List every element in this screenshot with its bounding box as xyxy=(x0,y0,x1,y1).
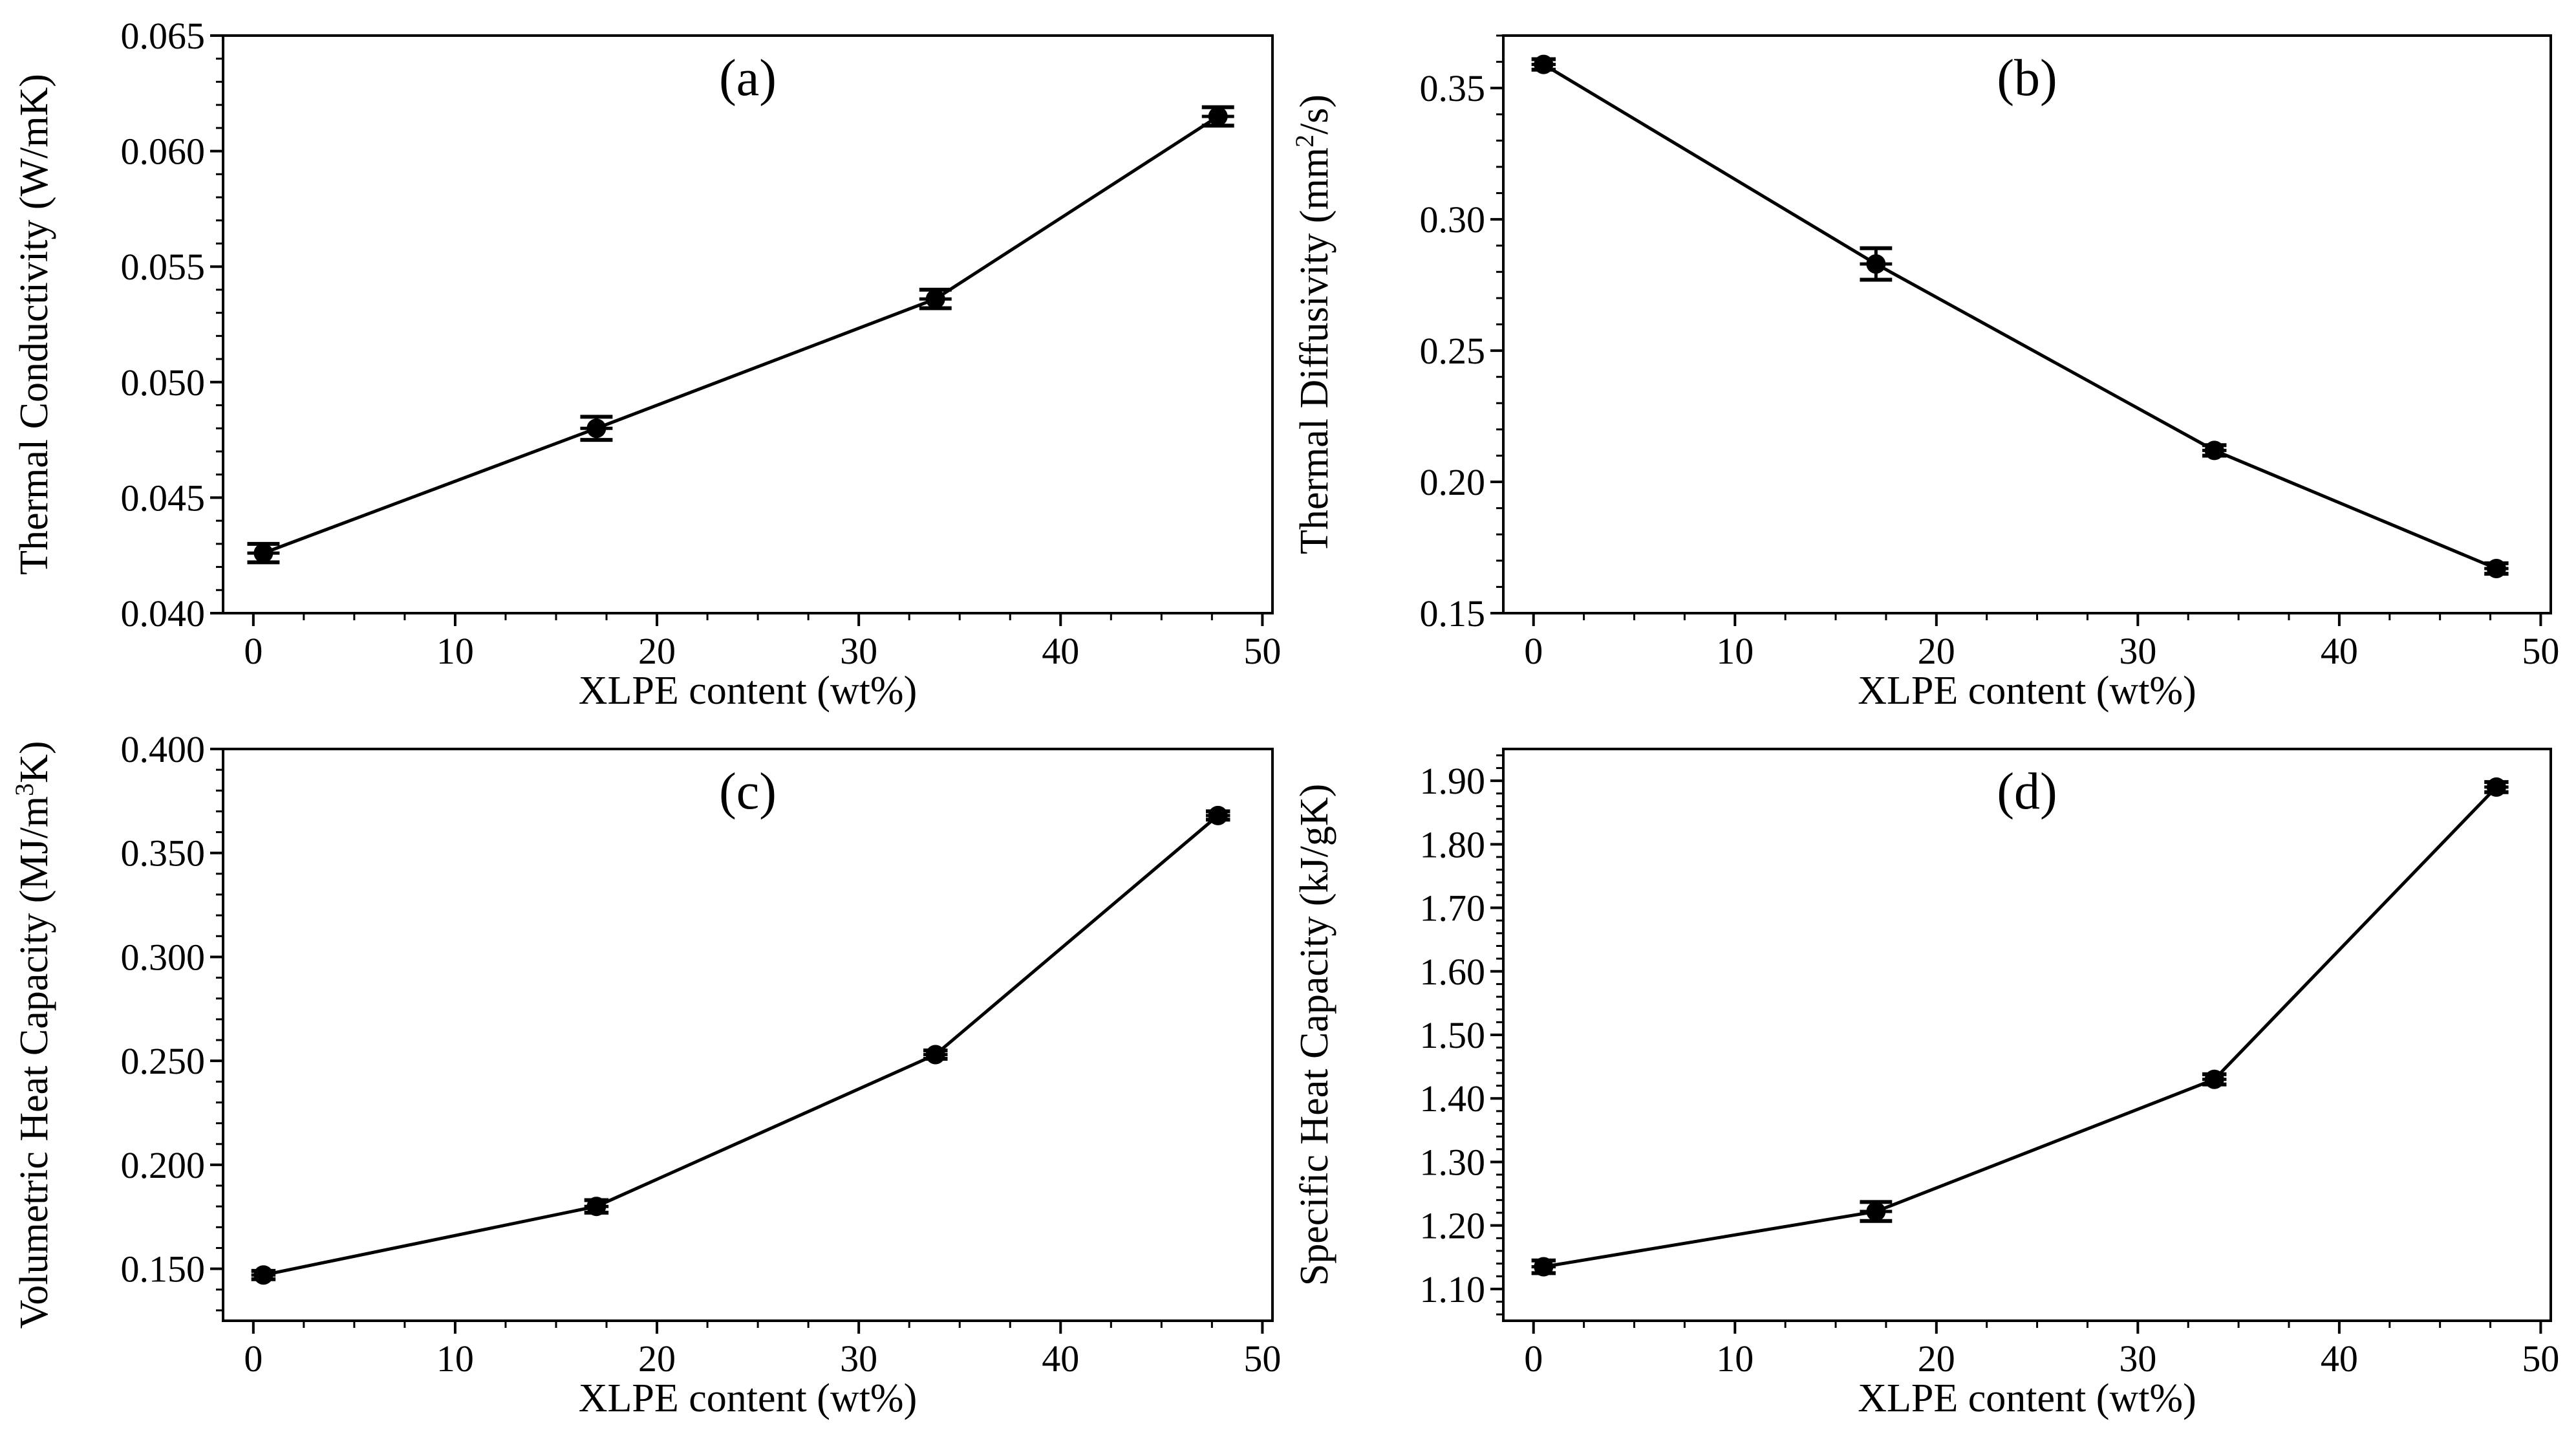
panel-c: 0 10 20 30 40 50 0.150 0.200 0.250 0.300 0.350 0.40… xyxy=(10,728,1281,1420)
series-line xyxy=(263,814,1219,1277)
y-axis-label-text: Thermal Conductivity (W/mK) xyxy=(12,74,56,575)
y-tick-label: 0.060 xyxy=(121,131,206,173)
x-tick-label: 30 xyxy=(840,1338,877,1380)
y-tick-label: 1.20 xyxy=(1420,1205,1486,1247)
x-tick-label: 10 xyxy=(1716,1338,1754,1380)
y-tick-label: 0.045 xyxy=(121,477,206,519)
x-tick-label: 40 xyxy=(2321,1338,2358,1380)
data-point xyxy=(1534,54,1554,74)
x-tick-label: 20 xyxy=(638,630,676,672)
data-point xyxy=(586,418,606,439)
panel-label: (a) xyxy=(719,50,777,107)
x-tick-label: 20 xyxy=(1918,630,1955,672)
series-line xyxy=(263,114,1219,555)
x-tick-label: 30 xyxy=(2119,1338,2156,1380)
panel-d: 0 10 20 30 40 50 1.10 1.20 1.30 1.40 1.50 1.60 1.70 1… xyxy=(1293,748,2559,1420)
y-tick-label: 1.60 xyxy=(1420,951,1486,993)
y-tick-label: 0.065 xyxy=(121,15,206,57)
x-tick-label: 0 xyxy=(1524,1338,1543,1380)
data-point xyxy=(925,1045,945,1065)
y-tick-label: 0.25 xyxy=(1420,330,1486,372)
x-axis-label: XLPE content (wt%) xyxy=(579,1376,917,1420)
y-tick-label: 0.200 xyxy=(121,1144,206,1186)
y-axis-label: Thermal Diffusivity (mm2/s) xyxy=(1290,94,1336,554)
x-tick-label: 10 xyxy=(1716,630,1754,672)
x-tick-label: 50 xyxy=(2522,1338,2559,1380)
data-point xyxy=(2486,777,2506,797)
plot-frame xyxy=(222,748,1274,1322)
y-axis-label: Volumetric Heat Capacity (MJ/m3K) xyxy=(10,741,56,1329)
x-axis-label: XLPE content (wt%) xyxy=(1858,669,2196,713)
series-line xyxy=(1543,786,2498,1268)
y-axis-label-superscript: 3 xyxy=(10,783,39,796)
x-axis-label: XLPE content (wt%) xyxy=(1858,1376,2196,1420)
y-axis-label-superscript: 2 xyxy=(1290,135,1319,147)
series-line xyxy=(1543,63,2497,570)
x-tick-label: 40 xyxy=(1042,630,1079,672)
data-point xyxy=(1208,805,1228,825)
x-tick-label: 10 xyxy=(436,630,474,672)
y-axis-label-unit-end: K) xyxy=(12,741,56,783)
x-tick-label: 50 xyxy=(2522,630,2559,672)
data-point xyxy=(2204,1069,2224,1089)
y-tick-label: 1.80 xyxy=(1420,823,1486,865)
y-tick-label: 0.400 xyxy=(121,728,206,770)
data-point xyxy=(1534,1257,1554,1277)
y-tick-label: 1.10 xyxy=(1420,1268,1486,1310)
data-point xyxy=(2204,440,2224,461)
x-tick-label: 30 xyxy=(2119,630,2156,672)
y-tick-label: 0.250 xyxy=(121,1040,206,1082)
x-tick-label: 40 xyxy=(1042,1338,1079,1380)
plot-frame xyxy=(1502,748,2552,1322)
y-tick-label: 0.350 xyxy=(121,832,206,874)
x-tick-label: 10 xyxy=(436,1338,474,1380)
y-tick-label: 1.50 xyxy=(1420,1014,1486,1056)
y-tick-label: 0.20 xyxy=(1420,461,1486,503)
x-tick-label: 0 xyxy=(244,630,263,672)
x-tick-label: 50 xyxy=(1243,630,1281,672)
panel-b: 0 10 20 30 40 50 0.15 0.20 0.25 0.30 0.35 XLPE cont… xyxy=(1290,34,2559,713)
data-point xyxy=(1866,254,1886,274)
data-point xyxy=(586,1197,606,1217)
y-tick-label: 0.30 xyxy=(1420,199,1486,241)
y-axis-label-text: Specific Heat Capacity (kJ/gK) xyxy=(1293,784,1336,1286)
y-tick-label: 1.40 xyxy=(1420,1078,1486,1120)
y-tick-label: 0.35 xyxy=(1420,67,1486,109)
data-point xyxy=(253,1265,274,1285)
y-tick-label: 1.90 xyxy=(1420,760,1486,802)
x-tick-label: 20 xyxy=(1918,1338,1955,1380)
panel-label: (d) xyxy=(1997,763,2057,820)
data-point xyxy=(925,289,945,309)
y-axis-label-text: Thermal Diffusivity (mm xyxy=(1293,147,1336,554)
x-tick-label: 0 xyxy=(244,1338,263,1380)
y-axis-label: Thermal Conductivity (W/mK) xyxy=(12,74,56,575)
x-axis-label: XLPE content (wt%) xyxy=(579,669,917,713)
y-tick-label: 0.150 xyxy=(121,1248,206,1290)
x-tick-label: 50 xyxy=(1243,1338,1281,1380)
y-tick-label: 0.300 xyxy=(121,936,206,978)
y-tick-label: 1.30 xyxy=(1420,1141,1486,1183)
panel-label: (b) xyxy=(1997,50,2057,107)
data-point xyxy=(253,543,274,563)
panel-a: 0 10 20 30 40 50 0.040 0.045 0.050 0.055 0.060 0.06… xyxy=(12,15,1281,713)
panel-label: (c) xyxy=(719,763,777,820)
plot-frame xyxy=(222,34,1274,614)
y-tick-label: 0.040 xyxy=(121,592,206,635)
data-point xyxy=(1208,107,1228,127)
x-tick-label: 30 xyxy=(840,630,877,672)
y-tick-label: 0.050 xyxy=(121,362,206,404)
x-tick-label: 0 xyxy=(1524,630,1543,672)
x-tick-label: 40 xyxy=(2321,630,2358,672)
y-axis-label: Specific Heat Capacity (kJ/gK) xyxy=(1293,784,1336,1286)
x-tick-label: 20 xyxy=(638,1338,676,1380)
y-axis-label-text: Volumetric Heat Capacity (MJ/m xyxy=(12,796,56,1329)
data-point xyxy=(2486,558,2506,578)
y-tick-label: 1.70 xyxy=(1420,887,1486,929)
y-tick-label: 0.15 xyxy=(1420,592,1486,635)
data-point xyxy=(1866,1202,1886,1222)
y-tick-label: 0.055 xyxy=(121,246,206,288)
y-axis-label-unit-end: /s) xyxy=(1293,94,1336,135)
